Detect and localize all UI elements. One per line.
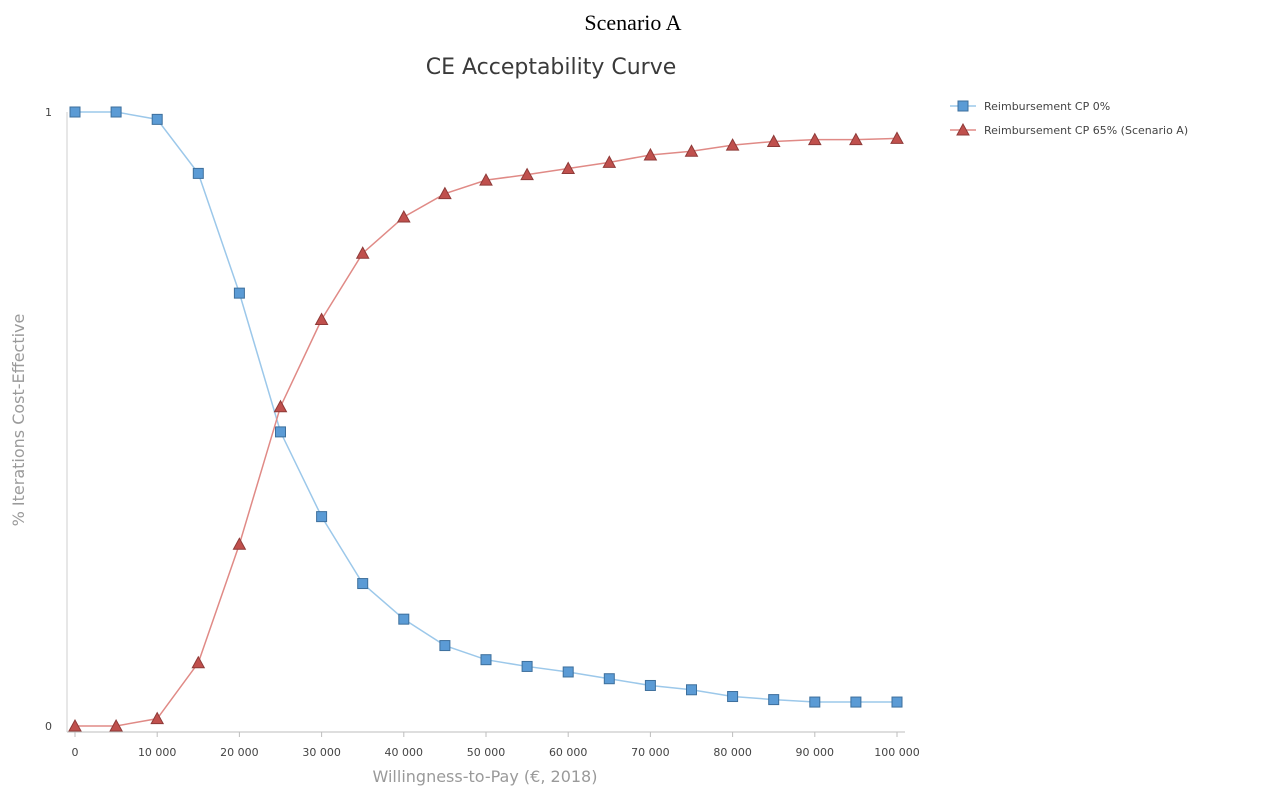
data-point-triangle bbox=[725, 138, 740, 151]
data-point-square bbox=[891, 696, 903, 708]
data-point-triangle bbox=[807, 132, 822, 146]
data-point-triangle bbox=[314, 312, 329, 326]
x-tick-label: 60 000 bbox=[549, 746, 588, 759]
legend-label: Reimbursement CP 0% bbox=[984, 100, 1110, 113]
data-point-square bbox=[439, 640, 451, 652]
legend-label: Reimbursement CP 65% (Scenario A) bbox=[984, 124, 1188, 137]
data-point-square bbox=[644, 679, 656, 691]
data-point-triangle bbox=[520, 167, 534, 181]
x-tick-label: 80 000 bbox=[713, 746, 752, 759]
data-point-triangle bbox=[602, 155, 617, 168]
legend-item: Reimbursement CP 65% (Scenario A) bbox=[950, 122, 1188, 137]
data-point-triangle bbox=[766, 134, 781, 147]
y-axis-label: % Iterations Cost-Effective bbox=[9, 314, 28, 527]
data-point-square bbox=[727, 691, 739, 703]
data-point-triangle bbox=[150, 711, 165, 725]
x-tick-label: 0 bbox=[72, 746, 79, 759]
data-point-square bbox=[357, 578, 369, 590]
series-2 bbox=[68, 131, 904, 732]
data-point-square bbox=[151, 113, 163, 125]
legend-item: Reimbursement CP 0% bbox=[950, 100, 1110, 113]
data-point-square bbox=[480, 654, 492, 666]
data-point-triangle bbox=[191, 655, 206, 669]
x-tick-label: 40 000 bbox=[385, 746, 424, 759]
data-point-triangle bbox=[643, 147, 658, 161]
x-tick-label: 50 000 bbox=[467, 746, 506, 759]
x-tick-group: 0 10 000 20 000 30 000 40 000 50 000 60 000 70 … bbox=[72, 732, 920, 759]
data-point-square bbox=[521, 660, 533, 672]
series-line bbox=[75, 137, 898, 727]
data-point-square bbox=[562, 666, 574, 678]
data-point-triangle bbox=[273, 399, 288, 413]
data-point-square bbox=[69, 106, 81, 118]
data-point-triangle bbox=[561, 161, 576, 174]
data-point-triangle bbox=[956, 122, 970, 136]
data-point-square bbox=[603, 673, 615, 685]
series-1 bbox=[69, 106, 903, 708]
data-point-triangle bbox=[890, 131, 904, 144]
data-point-square bbox=[233, 287, 245, 299]
data-point-triangle bbox=[109, 718, 123, 732]
scenario-heading: Scenario A bbox=[584, 10, 682, 35]
y-tick-group: 01 bbox=[45, 106, 52, 733]
data-point-square bbox=[110, 106, 122, 118]
data-point-triangle bbox=[849, 132, 863, 146]
chart-title: CE Acceptability Curve bbox=[426, 55, 677, 80]
x-tick-label: 10 000 bbox=[138, 746, 177, 759]
data-point-square bbox=[809, 696, 821, 708]
y-tick-label: 1 bbox=[45, 106, 52, 119]
data-point-triangle bbox=[438, 186, 452, 200]
data-point-square bbox=[850, 696, 862, 708]
data-point-triangle bbox=[355, 246, 370, 259]
data-point-triangle bbox=[479, 173, 493, 186]
y-tick-label: 0 bbox=[45, 720, 52, 733]
data-point-triangle bbox=[68, 718, 82, 732]
series-layer bbox=[68, 106, 904, 732]
data-point-triangle bbox=[684, 144, 699, 157]
x-tick-label: 90 000 bbox=[796, 746, 835, 759]
data-point-square bbox=[686, 684, 697, 696]
data-point-square bbox=[192, 167, 204, 179]
data-point-square bbox=[316, 511, 328, 523]
data-point-square bbox=[398, 613, 410, 625]
x-tick-label: 20 000 bbox=[220, 746, 259, 759]
data-point-triangle bbox=[396, 209, 411, 223]
data-point-square bbox=[768, 694, 780, 706]
data-point-square bbox=[275, 426, 286, 438]
data-point-triangle bbox=[232, 537, 247, 550]
data-point-square bbox=[957, 100, 969, 112]
x-tick-label: 100 000 bbox=[874, 746, 920, 759]
x-tick-label: 70 000 bbox=[631, 746, 670, 759]
x-axis-label: Willingness-to-Pay (€, 2018) bbox=[373, 767, 598, 786]
x-tick-label: 30 000 bbox=[302, 746, 341, 759]
legend: Reimbursement CP 0% Reimbursement CP 65% … bbox=[950, 100, 1188, 137]
series-line bbox=[75, 111, 897, 703]
